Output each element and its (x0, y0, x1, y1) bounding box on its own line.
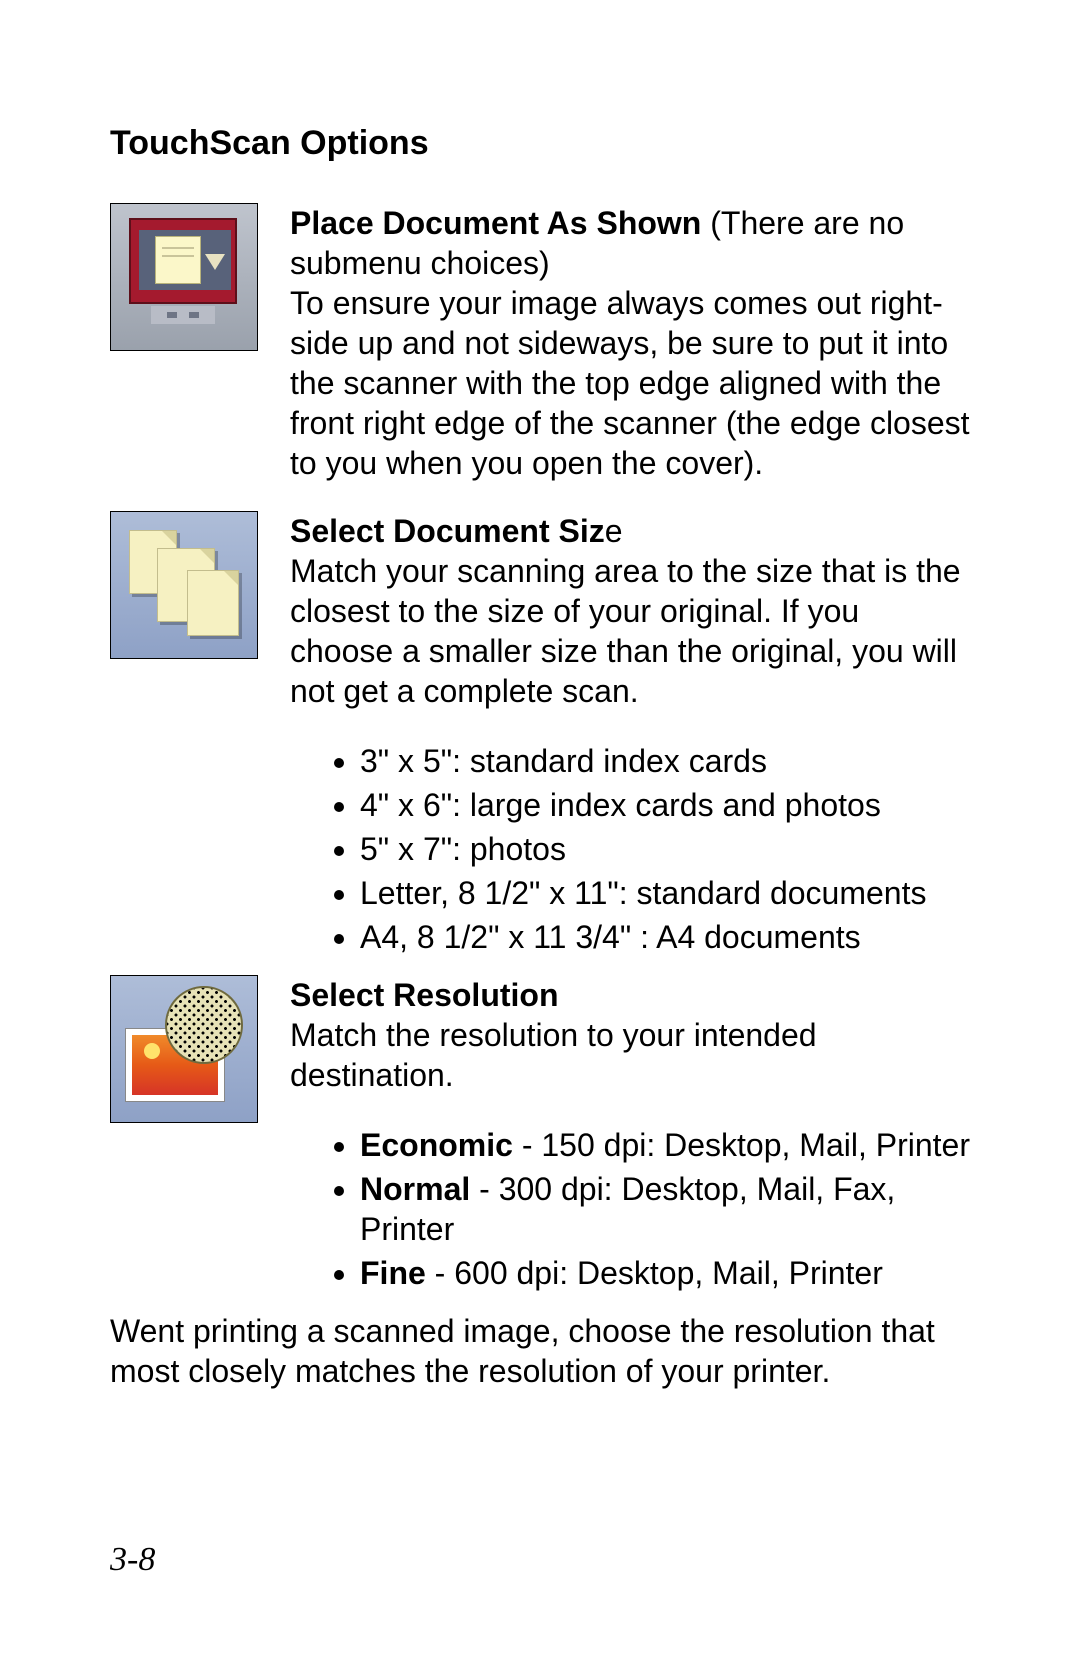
list-item: 5" x 7": photos (360, 829, 970, 869)
bullet-rest: - 150 dpi: Desktop, Mail, Printer (513, 1127, 970, 1163)
option-place-document: Place Document As Shown (There are no su… (110, 203, 970, 483)
option-heading-tail: e (605, 513, 623, 549)
page-number: 3-8 (110, 1541, 155, 1579)
option-heading: Place Document As Shown (290, 205, 710, 241)
list-item: Fine - 600 dpi: Desktop, Mail, Printer (360, 1253, 970, 1293)
list-item: 3" x 5": standard index cards (360, 741, 970, 781)
document-size-icon (110, 511, 258, 659)
icon-cell (110, 203, 290, 351)
section-title: TouchScan Options (110, 124, 970, 163)
bullet-bold: Normal (360, 1171, 470, 1207)
option-body: To ensure your image always comes out ri… (290, 285, 970, 481)
icon-cell (110, 511, 290, 659)
list-item: Normal - 300 dpi: Desktop, Mail, Fax, Pr… (360, 1169, 970, 1249)
closing-note: Went printing a scanned image, choose th… (110, 1311, 970, 1391)
bullet-rest: - 600 dpi: Desktop, Mail, Printer (426, 1255, 883, 1291)
option-heading: Select Resolution (290, 977, 559, 1013)
list-item: A4, 8 1/2" x 11 3/4" : A4 documents (360, 917, 970, 957)
list-item: Letter, 8 1/2" x 11": standard documents (360, 873, 970, 913)
bullet-bold: Economic (360, 1127, 513, 1163)
option-text: Select Resolution Match the resolution t… (290, 975, 970, 1301)
option-text: Select Document Size Match your scanning… (290, 511, 970, 965)
list-item: 4" x 6": large index cards and photos (360, 785, 970, 825)
place-document-icon (110, 203, 258, 351)
option-heading: Select Document Siz (290, 513, 605, 549)
icon-cell (110, 975, 290, 1123)
resolution-list: Economic - 150 dpi: Desktop, Mail, Print… (360, 1125, 970, 1293)
option-body: Match the resolution to your intended de… (290, 1017, 817, 1093)
option-text: Place Document As Shown (There are no su… (290, 203, 970, 483)
bullet-bold: Fine (360, 1255, 426, 1291)
option-document-size: Select Document Size Match your scanning… (110, 511, 970, 965)
option-resolution: Select Resolution Match the resolution t… (110, 975, 970, 1301)
list-item: Economic - 150 dpi: Desktop, Mail, Print… (360, 1125, 970, 1165)
resolution-icon (110, 975, 258, 1123)
page: TouchScan Options Place Document As Show… (0, 0, 1080, 1669)
option-body: Match your scanning area to the size tha… (290, 553, 961, 709)
document-size-list: 3" x 5": standard index cards 4" x 6": l… (360, 741, 970, 957)
